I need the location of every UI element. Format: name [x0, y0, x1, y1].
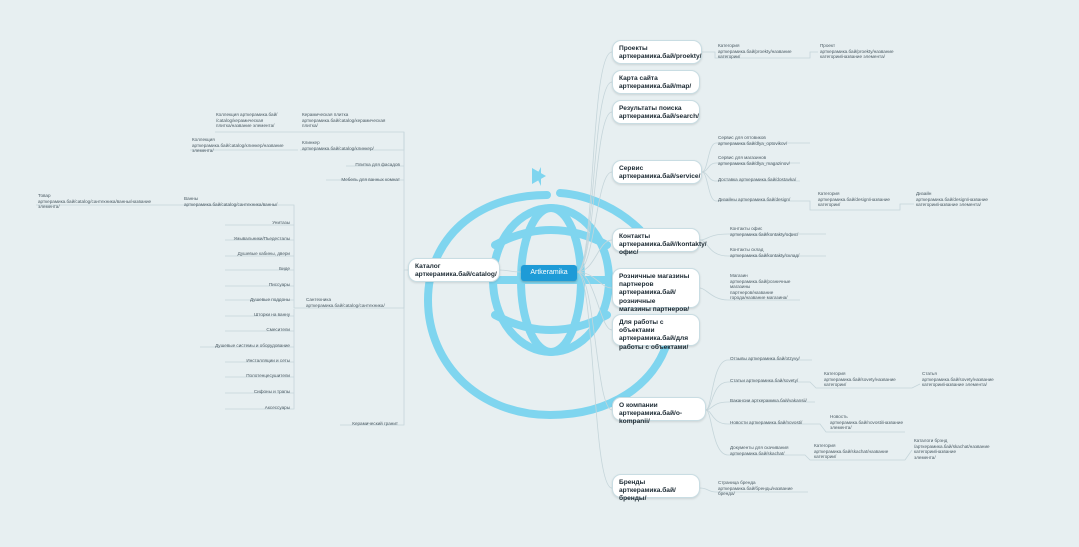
node-brendy[interactable]: Бренды арткерамика.бай/бренды/ [612, 474, 700, 502]
label-dostavka[interactable]: Доставка арткерамика.бай/dostavka/ [718, 177, 797, 182]
label-magazin[interactable]: Магазин арткерамика.бай/розничные магази… [730, 273, 791, 300]
label-mebel[interactable]: Мебель для ванных комнат [341, 177, 400, 182]
label-kontakty-office[interactable]: Контакты офис арткерамика.бай/kontakty/о… [730, 226, 799, 237]
label-unitazy[interactable]: Унитазы [272, 220, 290, 225]
label-kontakty-sklad[interactable]: Контакты склад арткерамика.бай/kontakty/… [730, 247, 800, 258]
label-smesiteli[interactable]: Смесители [266, 327, 290, 332]
label-plitka-fasad[interactable]: Плитка для фасадов [355, 162, 400, 167]
node-service[interactable]: Сервис арткерамика.бай/service/ [612, 160, 702, 184]
label-aksessuary[interactable]: Аксессуары [264, 405, 290, 410]
label-skachat[interactable]: Документы для скачивания арткерамика.бай… [730, 445, 789, 456]
label-skachat-item[interactable]: Каталоги брэнд /арткерамика.бай/skachat/… [914, 438, 990, 460]
center-node[interactable]: Artkeramika [521, 265, 577, 281]
label-kollekciya-klinker[interactable]: Коллекция арткерамика.бай/catalog/клинке… [192, 137, 284, 153]
label-proekty-item[interactable]: Проект арткерамика.бай/proekty/название … [820, 43, 894, 59]
label-vanny[interactable]: Ванны арткерамика.бай/catalog/сантехника… [184, 196, 278, 207]
label-keramicheskaya-plitka[interactable]: Керамическая плитка арткерамика.бай/cata… [302, 112, 386, 128]
node-map[interactable]: Карта сайта арткерамика.бай/map/ [612, 70, 700, 94]
label-novosti-item[interactable]: Новость арткерамика.бай/novosti/название… [830, 414, 904, 430]
label-service-opt[interactable]: Сервис для оптовиков арткерамика.бай/dly… [718, 135, 788, 146]
label-shtorki[interactable]: Шторки на ванну [254, 312, 290, 317]
node-search[interactable]: Результаты поиска арткерамика.бай/search… [612, 100, 700, 124]
label-umyvalniki[interactable]: Умывальники/Пьедесталы [233, 236, 290, 241]
label-design[interactable]: Дизайны арткерамика.бай/design/ [718, 197, 791, 202]
label-vakansii[interactable]: Вакансии арткерамика.бай/vakansii/ [730, 398, 807, 403]
label-tovar[interactable]: Товар арткерамика.бай/catalog/сантехника… [38, 193, 152, 209]
label-otzyvy[interactable]: Отзывы арткерамика.бай/otzyvy/ [730, 356, 800, 361]
label-sovety[interactable]: Статьи арткерамика.бай/sovety/ [730, 378, 799, 383]
node-proekty[interactable]: Проекты арткерамика.бай/proekty/ [612, 40, 702, 64]
label-santehnika[interactable]: Сантехника арткерамика.бай/catalog/санте… [306, 297, 385, 308]
label-novosti[interactable]: Новости арткерамика.бай/novosti/ [730, 420, 803, 425]
label-klinker[interactable]: Клинкер арткерамика.бай/catalog/клинкер/ [302, 140, 374, 151]
node-catalog[interactable]: Каталог арткерамика.бай/catalog/ [408, 258, 500, 282]
label-skachat-category[interactable]: Категория арткерамика.бай/skachat/назван… [814, 443, 889, 459]
label-brend-page[interactable]: Страница бренда арткерамика.бай/бренды/н… [718, 480, 793, 496]
label-sovety-category[interactable]: Категория арткерамика.бай/sovety/названи… [824, 371, 896, 387]
label-bide[interactable]: Биде [279, 266, 290, 271]
label-proekty-category[interactable]: Категория арткерамика.бай/proekty/назван… [718, 43, 792, 59]
label-kollekciya-keramika[interactable]: Коллекция арткерамика.бай/ /catalog/кера… [216, 112, 278, 128]
node-kontakty[interactable]: Контакты арткерамика.бай//kontakty/офис/ [612, 228, 707, 256]
label-dushevye-sistemy[interactable]: Душевые системы и оборудование [215, 343, 290, 348]
label-service-mag[interactable]: Сервис для магазинов арткерамика.бай/dly… [718, 155, 790, 166]
node-obekty[interactable]: Для работы с объектами арткерамика.бай/д… [612, 314, 700, 351]
node-o-kompanii[interactable]: О компании арткерамика.бай/o-kompanii/ [612, 397, 706, 425]
label-polotencesushiteli[interactable]: Полотенцесушители [246, 373, 290, 378]
label-sovety-item[interactable]: Статья арткерамика.бай/sovety/название к… [922, 371, 994, 387]
label-dushevye-kabiny[interactable]: Душевые кабины, двери [237, 251, 290, 256]
label-pissuary[interactable]: Писсуары [268, 282, 290, 287]
label-keramicheskiy-granit[interactable]: Керамический гранит [352, 421, 398, 426]
node-roznichnye[interactable]: Розничные магазины партнеров арткерамика… [612, 268, 700, 313]
label-design-category[interactable]: Категория арткерамика.бай/design/названи… [818, 191, 890, 207]
label-installyacii[interactable]: Инсталляции и сеты [246, 358, 290, 363]
label-design-item[interactable]: Дизайн арткерамика.бай/design/название к… [916, 191, 988, 207]
label-sifony[interactable]: Сифоны и трапы [253, 389, 290, 394]
label-poddony[interactable]: Душевые поддоны [249, 297, 290, 302]
